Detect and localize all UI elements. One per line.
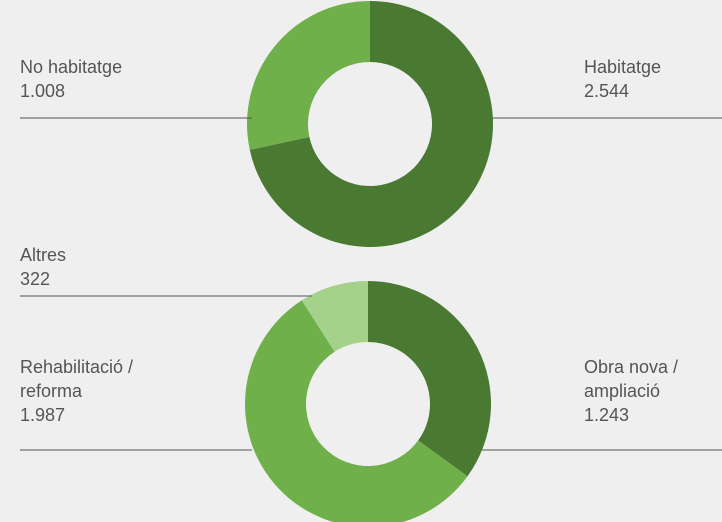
value-label: 322 <box>20 269 51 289</box>
value-label: 1.987 <box>20 405 66 425</box>
segment-label: Habitatge 2.544 <box>584 55 722 103</box>
segment-label: No habitatge 1.008 <box>20 55 160 103</box>
value-label: 1.008 <box>20 81 66 101</box>
segment-label: Rehabilitació / reforma 1.987 <box>20 355 160 427</box>
segment-label: Altres 322 <box>20 243 160 291</box>
category: Altres <box>20 245 67 265</box>
donut-segment <box>245 300 468 522</box>
category: No habitatge <box>20 57 123 77</box>
category: Obra nova / ampliació <box>584 357 679 401</box>
donut-segment <box>247 1 370 150</box>
category: Rehabilitació / reforma <box>20 357 134 401</box>
value-label: 2.544 <box>584 81 630 101</box>
donut-segment <box>301 281 368 352</box>
value-label: 1.243 <box>584 405 630 425</box>
segment-label: Obra nova / ampliació 1.243 <box>584 355 722 427</box>
donut-segment <box>249 1 493 248</box>
donut-segment <box>368 281 491 477</box>
category: Habitatge <box>584 57 662 77</box>
